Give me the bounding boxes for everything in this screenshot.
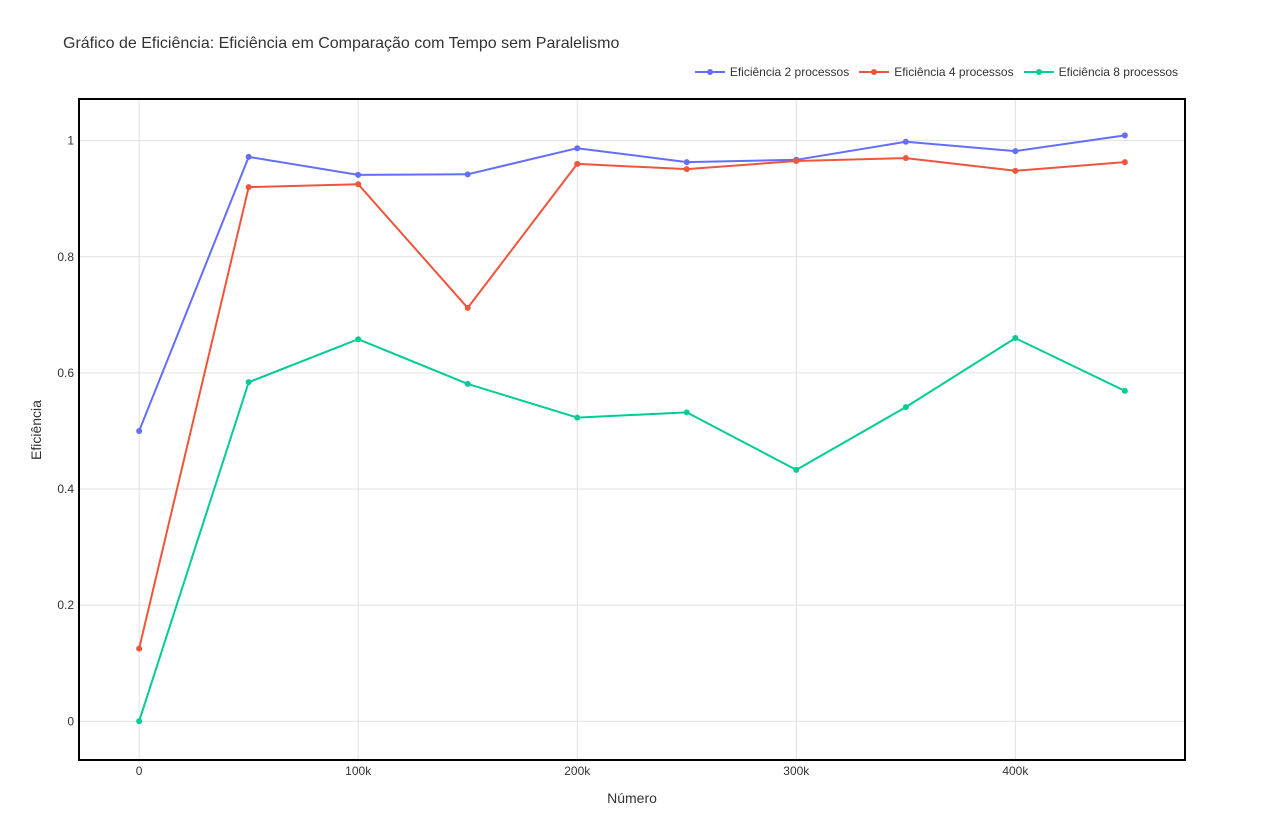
legend-swatch-icon bbox=[694, 69, 725, 75]
data-point[interactable] bbox=[902, 138, 909, 145]
data-point[interactable] bbox=[355, 336, 362, 343]
data-point[interactable] bbox=[355, 171, 362, 178]
y-axis-label: Eficiência bbox=[28, 400, 44, 460]
legend-item-4-processos[interactable]: Eficiência 4 processos bbox=[859, 64, 1014, 80]
data-point[interactable] bbox=[464, 171, 471, 178]
legend-item-2-processos[interactable]: Eficiência 2 processos bbox=[694, 64, 850, 80]
tick-labels: 0 0.2 0.4 0.6 0.8 1 0 100k 200k 300k 400k bbox=[57, 134, 1029, 778]
x-tick-label: 100k bbox=[345, 764, 372, 778]
data-point[interactable] bbox=[1012, 335, 1019, 342]
series-line-3[interactable] bbox=[138, 337, 1126, 722]
data-point[interactable] bbox=[793, 466, 800, 473]
data-point[interactable] bbox=[793, 157, 800, 164]
legend-label: Eficiência 4 processos bbox=[894, 65, 1014, 79]
legend-swatch-icon bbox=[859, 69, 890, 75]
y-tick-label: 0.6 bbox=[57, 366, 74, 380]
data-point[interactable] bbox=[136, 645, 143, 652]
data-point[interactable] bbox=[902, 155, 909, 162]
data-point[interactable] bbox=[683, 409, 690, 416]
y-tick-label: 0.8 bbox=[57, 250, 74, 264]
data-point[interactable] bbox=[574, 160, 581, 167]
data-point[interactable] bbox=[464, 304, 471, 311]
data-point[interactable] bbox=[683, 159, 690, 166]
series-line-2[interactable] bbox=[138, 157, 1125, 649]
x-axis-label: Número bbox=[607, 790, 657, 806]
data-point[interactable] bbox=[902, 404, 909, 411]
legend-label: Eficiência 2 processos bbox=[729, 65, 850, 79]
data-point[interactable] bbox=[136, 718, 143, 725]
series-line-1[interactable] bbox=[138, 134, 1126, 432]
data-point[interactable] bbox=[1121, 387, 1128, 394]
x-tick-label: 0 bbox=[136, 764, 143, 778]
chart-title: Gráfico de Eficiência: Eficiência em Com… bbox=[63, 35, 620, 52]
legend-label: Eficiência 8 processos bbox=[1058, 65, 1178, 79]
legend: Eficiência 2 processos Eficiência 4 proc… bbox=[694, 64, 1178, 80]
data-point[interactable] bbox=[245, 153, 252, 160]
data-point[interactable] bbox=[245, 379, 252, 386]
grid bbox=[80, 100, 1184, 759]
legend-item-8-processos[interactable]: Eficiência 8 processos bbox=[1023, 64, 1178, 80]
x-tick-label: 400k bbox=[1002, 764, 1029, 778]
data-point[interactable] bbox=[1121, 132, 1128, 139]
data-point[interactable] bbox=[245, 184, 252, 191]
series-lines bbox=[136, 132, 1128, 725]
y-tick-label: 0 bbox=[67, 714, 74, 728]
x-tick-label: 200k bbox=[564, 764, 591, 778]
y-tick-label: 1 bbox=[67, 134, 74, 148]
data-point[interactable] bbox=[1012, 167, 1019, 174]
y-tick-label: 0.2 bbox=[57, 598, 74, 612]
data-point[interactable] bbox=[1012, 148, 1019, 155]
legend-swatch-icon bbox=[1023, 69, 1054, 75]
data-point[interactable] bbox=[683, 166, 690, 173]
data-point[interactable] bbox=[355, 181, 362, 188]
data-point[interactable] bbox=[464, 380, 471, 387]
data-point[interactable] bbox=[574, 414, 581, 421]
data-point[interactable] bbox=[1121, 159, 1128, 166]
data-point[interactable] bbox=[136, 427, 143, 434]
x-tick-label: 300k bbox=[783, 764, 810, 778]
data-point[interactable] bbox=[574, 145, 581, 152]
plot-frame bbox=[78, 98, 1186, 761]
y-tick-label: 0.4 bbox=[57, 482, 74, 496]
